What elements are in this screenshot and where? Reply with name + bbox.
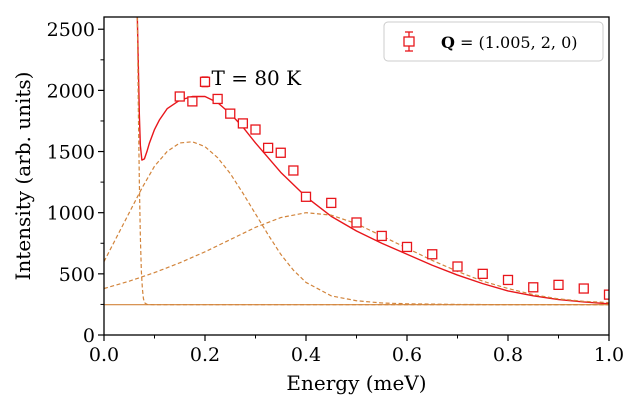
data-point — [275, 147, 286, 158]
data-point — [262, 142, 274, 154]
data-point — [174, 91, 185, 102]
data-point — [477, 268, 488, 279]
x-tick-label: 0.6 — [392, 344, 422, 366]
data-point — [452, 261, 463, 272]
x-tick-label: 0.4 — [291, 344, 321, 366]
data-point — [212, 93, 223, 105]
y-tick-label: 1500 — [47, 142, 95, 164]
data-point — [187, 96, 198, 107]
data-point — [326, 197, 337, 209]
fit-total-line — [136, 17, 609, 305]
data-point — [300, 191, 312, 202]
y-tick-label: 2500 — [47, 19, 95, 41]
data-point — [237, 118, 249, 129]
legend-marker — [403, 31, 415, 52]
legend-box — [383, 21, 604, 62]
x-tick-label: 0.8 — [493, 344, 523, 366]
y-tick-label: 1000 — [47, 203, 95, 225]
y-tick-label: 500 — [59, 264, 95, 286]
x-axis-label: Energy (meV) — [286, 371, 426, 395]
peak-1-component-line — [104, 141, 609, 306]
data-point — [427, 249, 438, 260]
data-point — [225, 108, 236, 119]
tick-labels: 0.0 0.2 0.4 0.6 0.8 1.0 0 500 1000 1500 2000 2500 — [47, 19, 624, 366]
data-point — [502, 274, 514, 286]
data-point — [603, 289, 609, 300]
legend: Q = (1.005, 2, 0) — [383, 21, 604, 62]
data-point — [528, 282, 539, 293]
data-point — [351, 217, 362, 228]
plot-frame — [103, 16, 610, 336]
y-tick-label: 0 — [83, 325, 95, 347]
y-axis-label: Intensity (arb. units) — [11, 72, 35, 281]
data-points — [174, 76, 609, 300]
x-tick-label: 0.2 — [190, 344, 220, 366]
x-tick-label: 1.0 — [594, 344, 624, 366]
legend-label: Q = (1.005, 2, 0) — [441, 33, 578, 52]
data-point — [199, 76, 211, 88]
data-point — [288, 165, 299, 176]
data-point — [376, 230, 387, 242]
data-point — [578, 283, 589, 294]
y-tick-label: 2000 — [47, 80, 95, 102]
data-point — [250, 124, 261, 135]
x-tick-label: 0.0 — [89, 344, 119, 366]
temperature-annotation: T = 80 K — [212, 66, 303, 90]
data-point — [553, 279, 564, 291]
data-point — [401, 241, 413, 253]
